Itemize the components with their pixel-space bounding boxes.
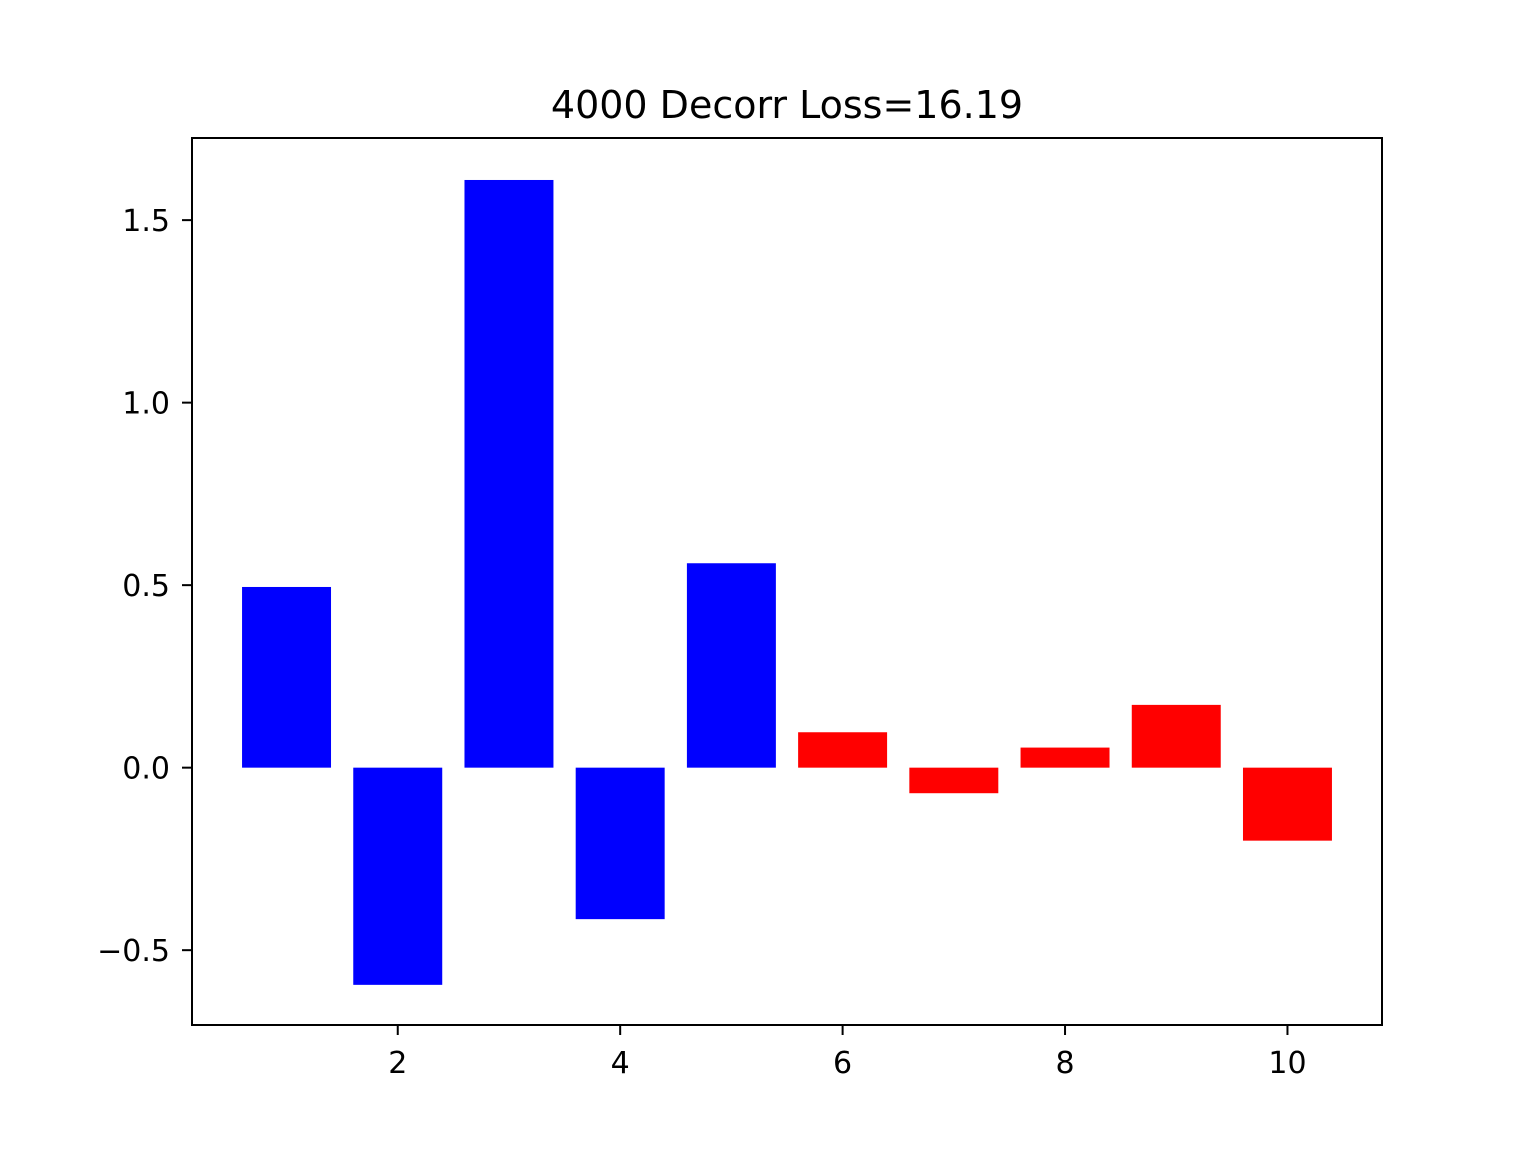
bar-7 <box>909 767 999 794</box>
chart-title: 4000 Decorr Loss=16.19 <box>551 83 1023 127</box>
y-tick-label: 1.0 <box>122 387 170 422</box>
x-tick-label: 6 <box>833 1046 852 1081</box>
bar-6 <box>798 732 888 768</box>
y-tick-label: 0.0 <box>122 752 170 787</box>
bar-10 <box>1242 767 1332 841</box>
bar-3 <box>464 179 554 768</box>
x-tick-label: 2 <box>388 1046 407 1081</box>
x-tick-label: 10 <box>1268 1046 1306 1081</box>
bar-5 <box>686 563 776 768</box>
bar-1 <box>242 586 332 768</box>
bar-8 <box>1020 747 1110 768</box>
y-tick-label: 1.5 <box>122 204 170 239</box>
bar-9 <box>1131 704 1221 768</box>
plot-frame <box>191 137 1383 1026</box>
y-tick-label: 0.5 <box>122 569 170 604</box>
y-axis-ticks: −0.5 0.0 0.5 1.0 1.5 <box>97 204 192 969</box>
x-tick-label: 4 <box>611 1046 630 1081</box>
bar-4 <box>575 767 665 920</box>
y-tick-label: −0.5 <box>97 934 170 969</box>
x-tick-label: 8 <box>1055 1046 1074 1081</box>
x-axis-ticks: 2 4 6 8 10 <box>388 1025 1307 1081</box>
bar-group <box>242 179 1332 985</box>
bar-2 <box>353 767 443 985</box>
